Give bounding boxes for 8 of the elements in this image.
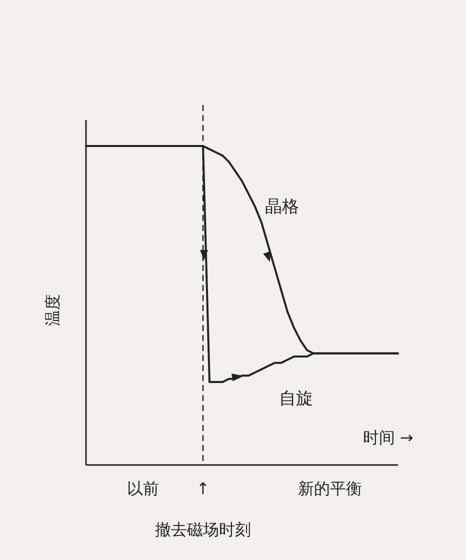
text: 撤去磁场时刻 <box>155 520 251 539</box>
text: ↑ <box>196 479 210 498</box>
series-label: 晶格 <box>265 197 299 217</box>
series-label: 自旋 <box>279 389 313 409</box>
text: 以前 <box>127 479 159 498</box>
text: 新的平衡 <box>298 479 362 498</box>
y-axis-title: 温度 <box>43 294 62 326</box>
x-axis-title: 时间 → <box>362 428 414 447</box>
